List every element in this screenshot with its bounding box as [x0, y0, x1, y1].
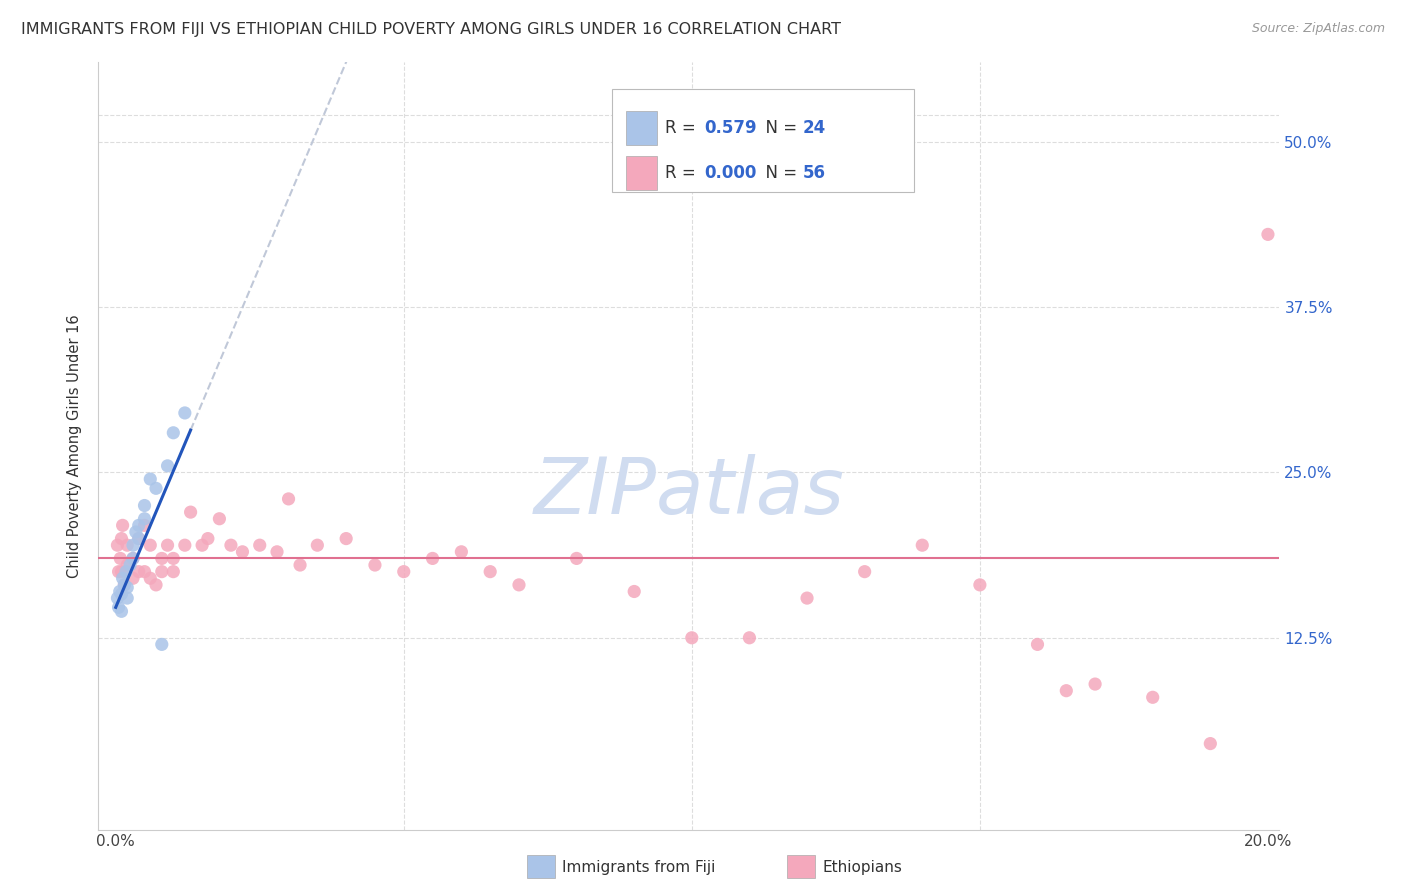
Point: [1054, 683, 1077, 698]
Point: [156, 538, 179, 552]
Point: [122, 538, 145, 552]
Text: IMMIGRANTS FROM FIJI VS ETHIOPIAN CHILD POVERTY AMONG GIRLS UNDER 16 CORRELATION: IMMIGRANTS FROM FIJI VS ETHIOPIAN CHILD …: [21, 22, 841, 37]
Point: [115, 581, 138, 595]
Point: [969, 578, 991, 592]
Point: [134, 518, 156, 533]
Point: [681, 631, 703, 645]
Point: [145, 578, 167, 592]
Point: [128, 532, 150, 546]
Point: [1199, 737, 1222, 751]
Text: 56: 56: [803, 164, 825, 182]
Y-axis label: Child Poverty Among Girls Under 16: Child Poverty Among Girls Under 16: [67, 314, 83, 578]
Point: [738, 631, 761, 645]
Text: R =: R =: [665, 164, 702, 182]
Point: [162, 565, 184, 579]
Point: [128, 565, 150, 579]
Point: [122, 571, 145, 585]
Point: [139, 538, 162, 552]
Point: [508, 578, 530, 592]
Point: [173, 406, 195, 420]
Point: [853, 565, 876, 579]
Text: 0.000: 0.000: [704, 164, 756, 182]
Point: [197, 532, 219, 546]
Point: [115, 538, 138, 552]
Point: [107, 565, 129, 579]
Point: [128, 532, 150, 546]
Point: [450, 545, 472, 559]
Point: [150, 551, 173, 566]
Text: R =: R =: [665, 120, 702, 137]
Point: [150, 637, 173, 651]
Point: [162, 425, 184, 440]
Point: [162, 551, 184, 566]
Point: [134, 499, 156, 513]
Point: [115, 558, 138, 572]
Point: [112, 578, 135, 592]
Point: [1026, 637, 1049, 651]
Point: [479, 565, 502, 579]
Point: [796, 591, 818, 606]
Point: [156, 458, 179, 473]
Point: [128, 518, 150, 533]
Text: N =: N =: [755, 164, 803, 182]
Point: [122, 551, 145, 566]
Point: [112, 578, 135, 592]
Point: [208, 512, 231, 526]
Point: [231, 545, 253, 559]
Point: [335, 532, 357, 546]
Point: [111, 571, 134, 585]
Point: [120, 558, 142, 572]
Text: ZIPatlas: ZIPatlas: [533, 454, 845, 530]
Point: [364, 558, 387, 572]
Point: [107, 538, 129, 552]
Point: [125, 524, 148, 539]
Point: [1257, 227, 1279, 242]
Point: [139, 571, 162, 585]
Point: [277, 491, 299, 506]
Point: [150, 565, 173, 579]
Text: N =: N =: [755, 120, 803, 137]
Point: [1084, 677, 1107, 691]
Point: [107, 591, 129, 606]
Point: [139, 472, 162, 486]
Text: Immigrants from Fiji: Immigrants from Fiji: [562, 860, 716, 874]
Point: [173, 538, 195, 552]
Point: [392, 565, 415, 579]
Point: [115, 591, 138, 606]
Point: [111, 518, 134, 533]
Point: [266, 545, 288, 559]
Point: [107, 600, 129, 615]
Point: [219, 538, 242, 552]
Point: [145, 481, 167, 495]
Text: 24: 24: [803, 120, 827, 137]
Point: [249, 538, 271, 552]
Text: Source: ZipAtlas.com: Source: ZipAtlas.com: [1251, 22, 1385, 36]
Text: Ethiopians: Ethiopians: [823, 860, 903, 874]
Point: [110, 604, 132, 618]
Point: [911, 538, 934, 552]
Point: [134, 565, 156, 579]
Point: [134, 512, 156, 526]
Point: [115, 565, 138, 579]
Point: [191, 538, 214, 552]
Point: [422, 551, 444, 566]
Point: [110, 551, 132, 566]
Point: [110, 532, 132, 546]
Point: [307, 538, 329, 552]
Point: [565, 551, 588, 566]
Point: [108, 584, 131, 599]
Point: [180, 505, 202, 519]
Point: [623, 584, 645, 599]
Point: [1142, 690, 1164, 705]
Point: [110, 587, 132, 601]
Point: [288, 558, 311, 572]
Point: [122, 551, 145, 566]
Point: [110, 565, 132, 579]
Text: 0.579: 0.579: [704, 120, 756, 137]
